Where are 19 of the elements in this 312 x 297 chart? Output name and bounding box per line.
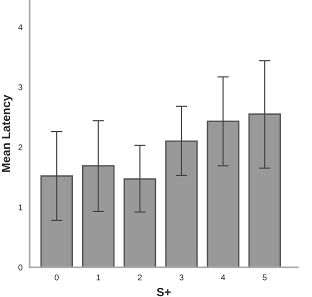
y-tick-label: 1 — [18, 204, 22, 210]
x-axis-title: S+ — [156, 288, 171, 296]
y-tick-label: 0 — [18, 264, 22, 270]
bar — [165, 140, 198, 268]
bar — [82, 165, 115, 268]
bar — [40, 175, 73, 268]
bar — [248, 113, 281, 268]
bar — [206, 120, 240, 268]
x-tick-label: 2 — [138, 274, 142, 280]
y-tick-label: 4 — [18, 24, 22, 30]
x-tick-label: 5 — [262, 274, 267, 280]
bar — [124, 178, 156, 268]
y-axis-title: Mean Latency — [2, 94, 13, 172]
x-tick-label: 1 — [96, 274, 100, 280]
y-tick-label: 3 — [18, 84, 22, 90]
x-tick-label: 0 — [54, 274, 59, 280]
y-tick-label: 2 — [18, 144, 22, 150]
x-tick-label: 3 — [179, 274, 184, 280]
x-tick-label: 4 — [220, 274, 226, 280]
